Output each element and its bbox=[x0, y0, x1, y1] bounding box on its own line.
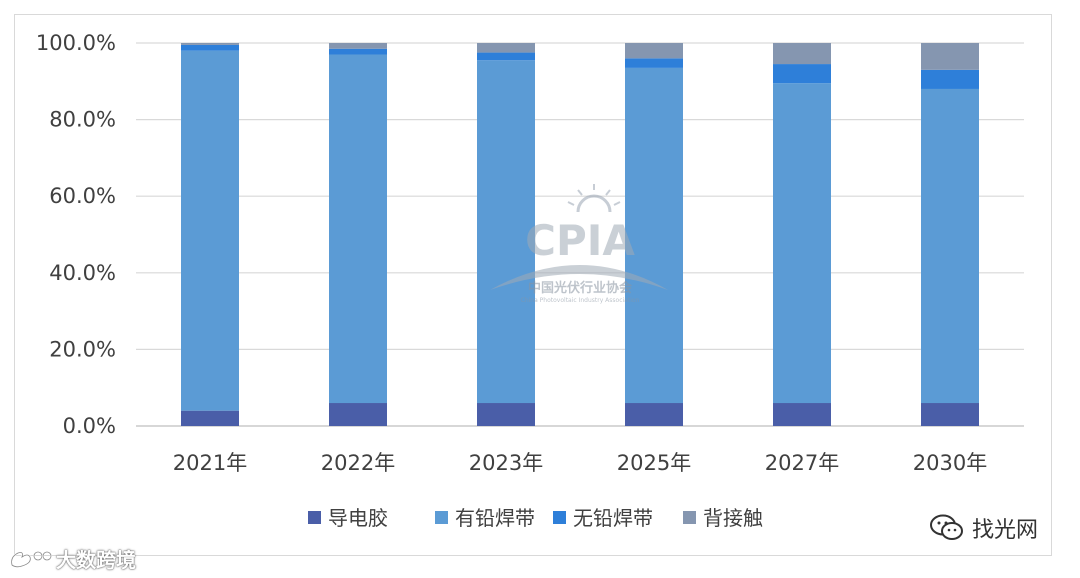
bar-segment bbox=[773, 83, 831, 404]
source-account-mark: 大数跨境 bbox=[8, 544, 136, 573]
bar-segment bbox=[921, 88, 979, 404]
watermark-logo: CPIA bbox=[525, 216, 635, 265]
x-tick-label: 2021年 bbox=[173, 451, 247, 475]
legend: 导电胶 有铅焊带 无铅焊带 背接触 bbox=[308, 506, 763, 530]
bar-segment bbox=[477, 403, 535, 426]
cpia-watermark: CPIA 中国光伏行业协会 China Photovoltaic Industr… bbox=[490, 184, 668, 304]
bar-segment bbox=[329, 43, 387, 49]
bar-segment bbox=[477, 43, 535, 53]
y-tick-label: 80.0% bbox=[49, 108, 116, 132]
legend-swatch bbox=[683, 511, 696, 524]
wechat-icon bbox=[930, 514, 963, 540]
bar-segment bbox=[625, 58, 683, 68]
wechat-account-name: 找光网 bbox=[972, 518, 1039, 543]
y-tick-label: 0.0% bbox=[63, 414, 116, 438]
bar-segment bbox=[921, 69, 979, 89]
legend-swatch bbox=[553, 511, 566, 524]
legend-swatch bbox=[435, 511, 448, 524]
x-tick-label: 2027年 bbox=[765, 451, 839, 475]
watermark-swoosh bbox=[490, 265, 668, 290]
y-tick-label: 100.0% bbox=[36, 31, 116, 55]
y-tick-label: 40.0% bbox=[49, 261, 116, 285]
bar-segment bbox=[625, 403, 683, 426]
bar-segment bbox=[625, 43, 683, 59]
bar-segment bbox=[181, 410, 239, 426]
bar-segment bbox=[921, 403, 979, 426]
legend-label: 导电胶 bbox=[328, 506, 388, 530]
bar-segment bbox=[773, 43, 831, 65]
bar-segment bbox=[181, 44, 239, 51]
grid-lines bbox=[136, 42, 1024, 427]
bar-segment bbox=[329, 54, 387, 404]
watermark-name: 中国光伏行业协会 bbox=[528, 280, 633, 296]
x-axis: 2021年 2022年 2023年 2025年 2027年 2030年 bbox=[173, 451, 987, 475]
weibo-icon bbox=[10, 550, 52, 568]
bar-segment bbox=[329, 48, 387, 55]
source-account-name: 大数跨境 bbox=[56, 548, 136, 572]
bar-segment bbox=[477, 52, 535, 61]
sun-icon bbox=[567, 184, 621, 213]
bars bbox=[181, 43, 979, 426]
bar-segment bbox=[181, 50, 239, 411]
bar-segment bbox=[329, 403, 387, 426]
x-tick-label: 2023年 bbox=[469, 451, 543, 475]
watermark-subtitle: China Photovoltaic Industry Association bbox=[521, 297, 640, 304]
y-axis: 0.0% 20.0% 40.0% 60.0% 80.0% 100.0% bbox=[36, 31, 116, 438]
bar-segment bbox=[181, 43, 239, 45]
legend-swatch bbox=[308, 511, 321, 524]
bar-segment bbox=[477, 60, 535, 404]
wechat-account-mark: 找光网 bbox=[930, 512, 1038, 544]
legend-label: 无铅焊带 bbox=[573, 506, 653, 530]
y-tick-label: 60.0% bbox=[49, 184, 116, 208]
legend-label: 背接触 bbox=[703, 506, 763, 530]
bar-segment bbox=[773, 403, 831, 426]
bar-segment bbox=[625, 67, 683, 404]
x-tick-label: 2025年 bbox=[617, 451, 691, 475]
legend-label: 有铅焊带 bbox=[455, 506, 535, 530]
x-tick-label: 2030年 bbox=[913, 451, 987, 475]
y-tick-label: 20.0% bbox=[49, 337, 116, 361]
x-tick-label: 2022年 bbox=[321, 451, 395, 475]
bar-segment bbox=[773, 64, 831, 84]
bar-segment bbox=[921, 43, 979, 70]
